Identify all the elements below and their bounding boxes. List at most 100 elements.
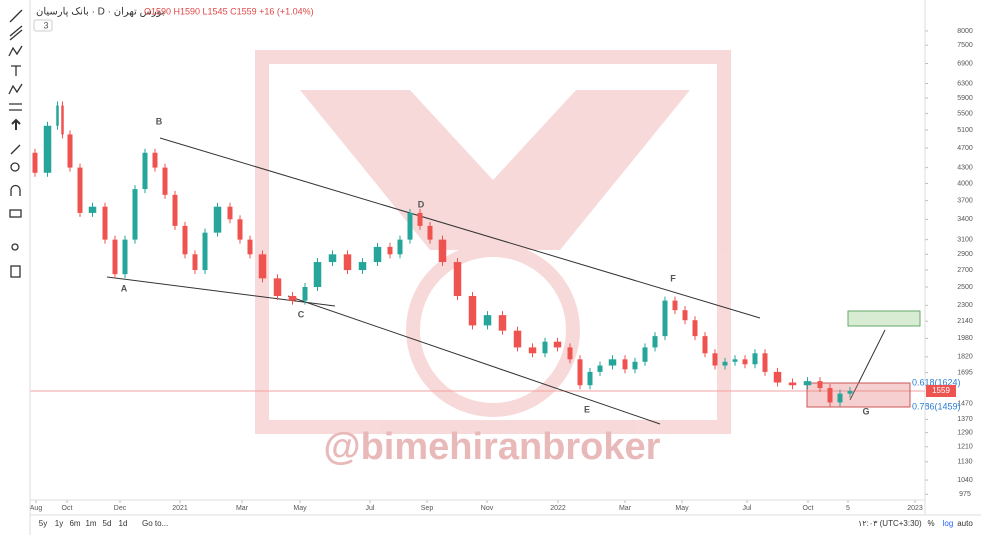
period-button[interactable]: 1y — [55, 519, 63, 528]
candle — [102, 206, 108, 240]
candle — [43, 125, 52, 173]
candle — [672, 300, 678, 311]
indicator-toggle[interactable] — [33, 19, 53, 32]
candle — [213, 206, 222, 233]
tool-trash[interactable] — [10, 265, 21, 278]
tool-zoom[interactable] — [10, 162, 20, 172]
x-tick-label: 2022 — [550, 505, 566, 512]
support-box — [806, 382, 911, 408]
candle — [498, 315, 507, 331]
trend-lines — [106, 137, 886, 425]
candle — [712, 353, 718, 366]
candle — [762, 353, 768, 372]
tool-lock[interactable] — [9, 209, 22, 218]
candle — [788, 382, 797, 386]
candle — [577, 359, 583, 386]
period-button[interactable]: 5d — [103, 519, 112, 528]
candle — [373, 246, 382, 263]
drawing-toolbar — [8, 9, 23, 278]
candle — [827, 388, 833, 403]
candle — [172, 194, 178, 226]
candle — [328, 254, 337, 263]
x-tick-label: 5 — [846, 505, 850, 512]
last-price-tag — [926, 385, 956, 397]
candle — [722, 361, 728, 366]
candle — [358, 262, 367, 271]
wave-label: D — [418, 199, 425, 209]
candle — [742, 359, 748, 365]
x-tick-label: Oct — [803, 505, 814, 512]
watermark-logo — [255, 50, 731, 434]
y-tick-label: 2300 — [957, 302, 973, 309]
tool-text[interactable] — [11, 65, 21, 76]
period-button[interactable]: 6m — [69, 519, 80, 528]
candle — [587, 371, 593, 386]
candle — [692, 320, 698, 337]
y-tick-label: 1695 — [957, 369, 973, 376]
x-tick-label: Sep — [421, 505, 434, 512]
wave-label: E — [584, 404, 590, 414]
candle — [662, 300, 668, 337]
period-button[interactable]: 1m — [85, 519, 96, 528]
candle — [152, 152, 158, 168]
candle — [567, 347, 573, 360]
x-tick-label: 2021 — [172, 505, 188, 512]
go-to-date[interactable]: Go to... — [142, 519, 168, 528]
candle — [652, 336, 658, 348]
candle — [182, 225, 188, 255]
tool-brush[interactable] — [10, 144, 21, 155]
x-tick-label: Nov — [481, 505, 494, 512]
tool-measure[interactable] — [9, 103, 22, 111]
indicator-count: 3 — [43, 20, 48, 30]
period-button[interactable]: 5y — [39, 519, 47, 528]
candle — [142, 152, 148, 190]
tool-elliott[interactable] — [8, 83, 23, 95]
candle — [837, 393, 843, 403]
candle — [773, 371, 782, 383]
y-tick-label: 4700 — [957, 145, 973, 152]
y-tick-label: 8000 — [957, 28, 973, 35]
tool-pattern[interactable] — [8, 45, 23, 57]
wave-label: B — [156, 116, 163, 126]
tool-cursor[interactable] — [11, 118, 21, 130]
candle — [258, 254, 267, 279]
tool-magnet[interactable] — [10, 184, 21, 197]
tool-trend[interactable] — [9, 9, 23, 23]
scale-option[interactable]: log — [943, 519, 954, 528]
y-tick-label: 7500 — [957, 42, 973, 49]
x-tick-label: May — [293, 505, 307, 512]
y-tick-label: 2140 — [957, 318, 973, 325]
candle — [122, 239, 128, 275]
candle — [468, 295, 477, 326]
period-button[interactable]: 1d — [119, 519, 128, 528]
tool-visibility[interactable] — [11, 243, 19, 251]
candle — [67, 134, 73, 168]
candle — [642, 347, 648, 362]
y-tick-label: 2500 — [957, 284, 973, 291]
y-tick-label: 1820 — [957, 354, 973, 361]
y-tick-label: 2900 — [957, 251, 973, 258]
y-tick-label: 2700 — [957, 267, 973, 274]
candle — [438, 239, 447, 263]
y-tick-label: 1210 — [957, 444, 973, 451]
wave-label: A — [121, 283, 128, 293]
candle — [803, 381, 812, 386]
scale-option[interactable]: % — [927, 519, 934, 528]
scale-option[interactable]: auto — [957, 519, 973, 528]
candle — [513, 330, 522, 348]
candle — [682, 310, 688, 321]
candle — [847, 390, 853, 394]
y-tick-label: 1370 — [957, 416, 973, 423]
candle — [77, 167, 83, 213]
candle — [313, 262, 322, 287]
candle — [632, 361, 638, 370]
candle — [273, 278, 282, 296]
target-box — [847, 310, 921, 327]
candle — [597, 365, 603, 372]
wave-label: F — [670, 273, 676, 283]
symbol-title[interactable]: بانک پارسیان · D · بورس تهران — [36, 7, 165, 18]
y-tick-label: 3100 — [957, 236, 973, 243]
wave-label: C — [298, 309, 305, 319]
tool-fib[interactable] — [9, 25, 23, 41]
y-tick-label: 1470 — [957, 401, 973, 408]
